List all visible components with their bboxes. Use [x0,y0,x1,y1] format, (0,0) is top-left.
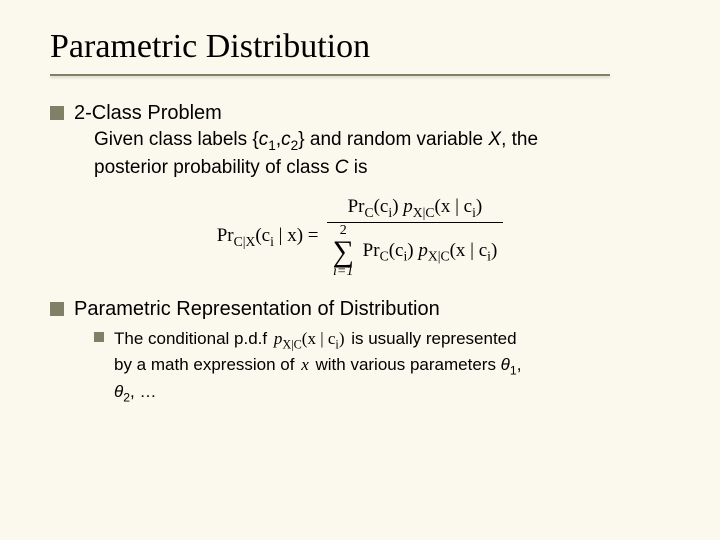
var-c1: c [259,129,269,150]
text: The conditional p.d.f [114,329,272,348]
var-theta1: θ [501,355,510,374]
text: with various parameters [311,355,501,374]
var-theta2: θ [114,382,123,401]
formula-denominator: 2 ∑ i=1 PrC(ci) pX|C(x | ci) [327,223,504,280]
text: , … [130,382,156,401]
var-c2: c [281,129,291,150]
formula-fraction: PrC(ci) pX|C(x | ci) 2 ∑ i=1 PrC(ci) pX|… [327,195,504,280]
bullet-icon [50,106,64,120]
text: Given class labels { [94,129,259,150]
text: , [517,355,522,374]
text: by a math expression of [114,355,299,374]
section-1-body: Given class labels {c1,c2} and random va… [94,127,670,181]
section-2-body: The conditional p.d.f pX|C(x | ci) is us… [114,327,521,407]
bullet-icon [50,302,64,316]
section-2-heading: Parametric Representation of Distributio… [74,298,440,321]
sub-1: 1 [268,138,276,153]
text: , the [501,129,538,150]
bullet-icon [94,332,104,342]
title-underline [50,74,610,76]
formula-lhs: PrC|X(ci | x) = [217,225,319,250]
var-X: X [488,129,501,150]
section-2-subitem: The conditional p.d.f pX|C(x | ci) is us… [94,327,670,407]
section-1-heading: 2-Class Problem [74,102,222,125]
sub-1: 1 [510,364,517,378]
text: posterior probability of class [94,157,335,178]
text: } and random variable [298,129,488,150]
formula-numerator: PrC(ci) pX|C(x | ci) [342,195,489,222]
section-1-header: 2-Class Problem [50,102,670,125]
sigma-icon: 2 ∑ i=1 [333,224,354,279]
section-2-header: Parametric Representation of Distributio… [50,298,670,321]
bayes-formula: PrC|X(ci | x) = PrC(ci) pX|C(x | ci) 2 ∑… [50,195,670,280]
page-title: Parametric Distribution [50,28,670,66]
var-x: x [299,355,311,374]
text: is [349,157,368,178]
var-C: C [335,157,349,178]
text: is usually represented [346,329,516,348]
